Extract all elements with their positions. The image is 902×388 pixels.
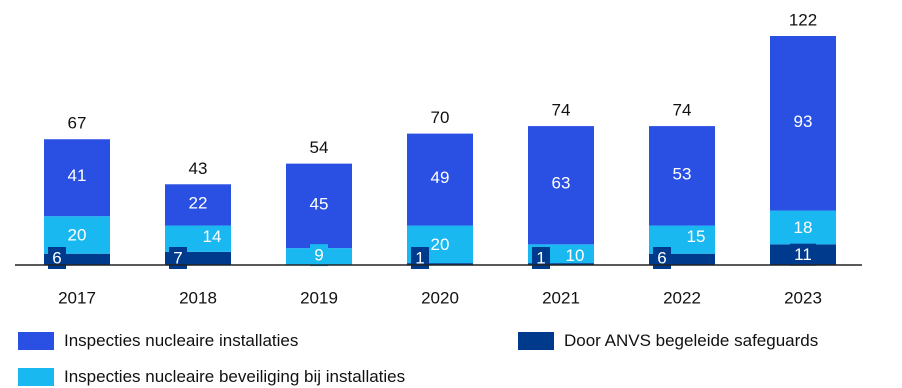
total-label-2020: 70	[431, 108, 450, 127]
data-label-security-2017: 20	[68, 225, 87, 244]
x-tick-label-2021: 2021	[542, 289, 580, 308]
legend-item-safeguards: Door ANVS begeleide safeguards	[518, 331, 818, 351]
data-label-installations-2017: 41	[68, 166, 87, 185]
total-label-2017: 67	[68, 114, 87, 133]
x-tick-label-2018: 2018	[179, 289, 217, 308]
data-label-safeguards-2018: 7	[173, 249, 182, 268]
bar-2017-series-2	[44, 139, 110, 217]
stacked-bar-chart: 6 20 41 67 2017 7 14 22 43 2018 9 45 54 2019 1 20 49 70 20…	[15, 11, 862, 308]
legend-item-nuclear-installations: Inspecties nucleaire installaties	[18, 331, 298, 351]
data-label-installations-2021: 63	[552, 174, 571, 193]
data-label-security-2019: 9	[314, 246, 323, 265]
data-label-safeguards-2023: 11	[794, 245, 812, 264]
data-label-safeguards-2021: 1	[536, 249, 545, 268]
label-box-safeguards-2023	[790, 243, 816, 266]
x-tick-label-2023: 2023	[784, 289, 822, 308]
bar-2023-series-1	[770, 210, 836, 245]
x-tick-label-2022: 2022	[663, 289, 701, 308]
x-tick-label-2019: 2019	[300, 289, 338, 308]
bar-2017-series-0	[44, 253, 110, 265]
bar-2020-series-2	[407, 133, 473, 226]
data-label-security-2020: 20	[431, 235, 450, 254]
legend-label-security-inspections: Inspecties nucleaire beveiliging bij ins…	[64, 367, 406, 386]
data-label-security-2021: 10	[566, 246, 585, 265]
data-label-security-2023: 18	[794, 218, 813, 237]
total-label-2021: 74	[552, 101, 571, 120]
legend-label-safeguards: Door ANVS begeleide safeguards	[564, 331, 819, 350]
bar-2019-series-2	[286, 163, 352, 249]
legend-swatch-nuclear-installations	[18, 332, 54, 350]
data-label-security-2022: 15	[687, 227, 706, 246]
total-label-2019: 54	[310, 138, 329, 157]
bar-2018-series-2	[165, 184, 231, 226]
data-label-safeguards-2022: 6	[657, 249, 666, 268]
legend-swatch-safeguards	[518, 332, 554, 350]
legend-swatch-security-inspections	[18, 368, 54, 386]
data-label-safeguards-2017: 6	[52, 249, 61, 268]
bar-2021-series-0	[528, 263, 594, 265]
data-label-safeguards-2020: 1	[415, 249, 424, 268]
total-label-2018: 43	[189, 159, 208, 178]
total-label-2023: 122	[789, 11, 817, 30]
legend-item-security-inspections: Inspecties nucleaire beveiliging bij ins…	[18, 367, 405, 387]
bar-2022-series-0	[649, 253, 715, 265]
label-box-security-2019	[310, 244, 328, 267]
label-box-safeguards-2018	[169, 247, 187, 269]
bar-2022-series-2	[649, 126, 715, 226]
bar-2021-series-2	[528, 126, 594, 245]
data-label-installations-2020: 49	[431, 168, 450, 187]
data-label-installations-2023: 93	[794, 112, 813, 131]
label-box-safeguards-2020	[411, 247, 429, 269]
label-box-safeguards-2017	[48, 247, 66, 269]
data-label-installations-2019: 45	[310, 194, 329, 213]
data-label-installations-2022: 53	[673, 164, 692, 183]
label-box-safeguards-2022	[653, 247, 671, 269]
total-label-2022: 74	[673, 101, 692, 120]
bar-2020-series-0	[407, 263, 473, 265]
label-box-safeguards-2021	[532, 247, 550, 269]
x-tick-label-2020: 2020	[421, 289, 459, 308]
data-label-security-2018: 14	[203, 227, 222, 246]
legend-label-nuclear-installations: Inspecties nucleaire installaties	[64, 331, 299, 350]
data-label-installations-2018: 22	[189, 193, 208, 212]
bar-2023-series-2	[770, 36, 836, 211]
x-tick-label-2017: 2017	[58, 289, 96, 308]
